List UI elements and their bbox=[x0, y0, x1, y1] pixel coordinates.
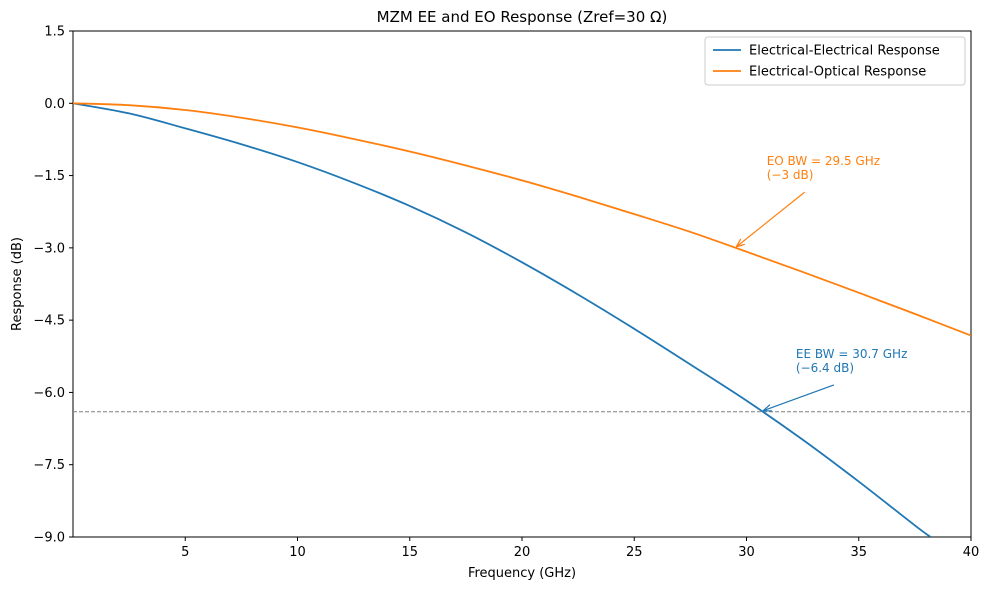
series-group bbox=[73, 102, 971, 537]
annotation-text: EE BW = 30.7 GHz bbox=[796, 347, 908, 361]
annotation-arrow bbox=[763, 384, 835, 411]
legend: Electrical-Electrical Response Electrical… bbox=[704, 36, 966, 86]
x-axis-label: Frequency (GHz) bbox=[468, 566, 576, 581]
series-line-ee bbox=[73, 102, 932, 537]
y-tick-label: −4.5 bbox=[33, 314, 65, 329]
x-tick-label: 15 bbox=[401, 545, 418, 560]
y-axis-ticks: 1.5 0.0 −1.5 −3.0 −4.5 −6.0 −7.5 −9.0 bbox=[33, 25, 73, 546]
y-tick-label: −9.0 bbox=[33, 531, 65, 546]
annotation-text: (−6.4 dB) bbox=[796, 361, 854, 375]
annotation-arrow bbox=[736, 191, 806, 247]
chart-title: MZM EE and EO Response (Zref=30 Ω) bbox=[377, 8, 668, 26]
legend-box bbox=[704, 36, 966, 86]
legend-label: Electrical-Electrical Response bbox=[749, 44, 940, 59]
x-tick-label: 20 bbox=[514, 545, 531, 560]
annotation-text: (−3 dB) bbox=[767, 168, 814, 182]
series-line-eo bbox=[73, 102, 971, 337]
x-tick-label: 25 bbox=[626, 545, 643, 560]
x-tick-label: 5 bbox=[181, 545, 189, 560]
y-axis-label: Response (dB) bbox=[10, 237, 25, 331]
y-tick-label: −3.0 bbox=[33, 241, 65, 256]
legend-label: Electrical-Optical Response bbox=[749, 65, 926, 80]
y-tick-label: −7.5 bbox=[33, 458, 65, 473]
y-tick-label: 1.5 bbox=[44, 25, 65, 40]
x-axis-ticks: 5 10 15 20 25 30 35 40 bbox=[181, 537, 979, 560]
x-tick-label: 35 bbox=[850, 545, 867, 560]
y-tick-label: −6.0 bbox=[33, 386, 65, 401]
x-tick-label: 10 bbox=[289, 545, 306, 560]
y-tick-label: 0.0 bbox=[44, 97, 65, 112]
annotation-group: EO BW = 29.5 GHz(−3 dB) EE BW = 30.7 GHz(… bbox=[736, 154, 907, 411]
x-tick-label: 40 bbox=[963, 545, 980, 560]
plot-area: EO BW = 29.5 GHz(−3 dB) EE BW = 30.7 GHz(… bbox=[72, 30, 972, 538]
x-tick-label: 30 bbox=[738, 545, 755, 560]
y-tick-label: −1.5 bbox=[33, 169, 65, 184]
annotation-text: EO BW = 29.5 GHz bbox=[767, 154, 880, 168]
